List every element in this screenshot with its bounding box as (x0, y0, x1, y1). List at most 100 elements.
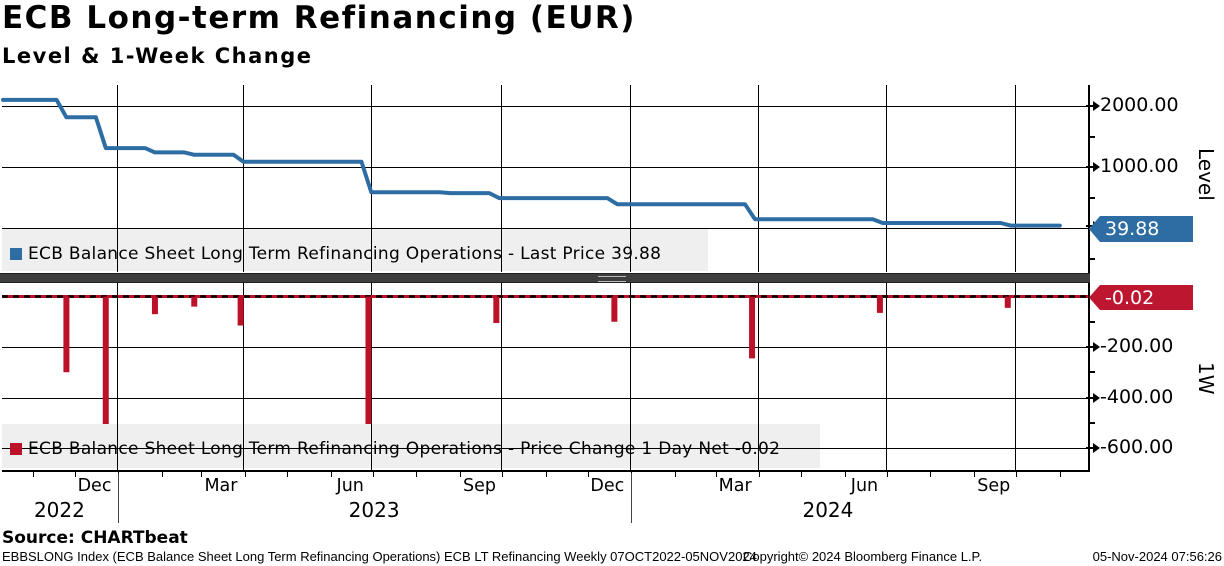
top-gridline (2, 106, 1088, 107)
quarter-gridline (117, 281, 118, 470)
quarter-gridline (243, 281, 245, 470)
footer-copyright: Copyright© 2024 Bloomberg Finance L.P. (743, 549, 983, 564)
change-bar[interactable] (365, 296, 372, 425)
x-year-label: 2024 (802, 498, 854, 522)
change-bar[interactable] (876, 296, 883, 313)
axis-tick-arrow-icon (1093, 101, 1100, 111)
change-bar[interactable] (1004, 296, 1011, 308)
x-month-label: Mar (204, 476, 238, 496)
last-price-badge: 39.88 (1089, 216, 1193, 242)
change-bar[interactable] (191, 296, 198, 307)
y-tick-label: -200.00 (1100, 335, 1174, 357)
year-divider (118, 473, 120, 523)
axis-minor-tick (1088, 421, 1095, 424)
month-tick (501, 471, 503, 477)
axis-tick (1086, 447, 1094, 449)
top-legend-item[interactable]: ECB Balance Sheet Long Term Refinancing … (10, 244, 661, 264)
axis-tick (1086, 224, 1094, 227)
month-tick (372, 471, 374, 477)
month-tick (244, 471, 246, 477)
page-subtitle: Level & 1-Week Change (2, 44, 313, 68)
quarter-gridline (500, 85, 502, 272)
axis-tick (1086, 105, 1094, 107)
month-tick (844, 471, 846, 477)
chart-canvas[interactable] (0, 80, 1090, 480)
panel-separator (0, 273, 1090, 283)
level-line-series[interactable] (1, 97, 1062, 228)
change-bar[interactable] (493, 296, 500, 324)
bottom-gridline (2, 448, 1088, 449)
axis-tick-arrow-icon (1093, 392, 1100, 403)
quarter-gridline (885, 85, 887, 272)
x-month-label: Jun (336, 476, 364, 496)
footer-timestamp: 05-Nov-2024 07:56:26 (1092, 549, 1222, 564)
quarter-gridline (629, 85, 631, 272)
month-tick (930, 471, 932, 477)
top-legend-band (2, 229, 708, 271)
year-divider (631, 473, 633, 523)
month-tick (330, 471, 332, 477)
top-panel-axis-title: Level (1194, 148, 1218, 201)
last-change-badge: -0.02 (1089, 285, 1193, 310)
axis-minor-tick (1088, 196, 1095, 199)
bar-series-swatch-icon (10, 443, 22, 455)
month-tick (545, 471, 547, 477)
x-month-label: Dec (590, 476, 625, 496)
quarter-gridline (885, 281, 887, 470)
change-bar[interactable] (151, 296, 158, 315)
month-tick (759, 471, 761, 477)
axis-tick (1086, 166, 1094, 168)
y-tick-label: 2000.00 (1100, 94, 1179, 116)
footer-index-info: EBBSLONG Index (ECB Balance Sheet Long T… (2, 549, 757, 564)
x-month-label: Dec (77, 476, 112, 496)
axis-tick-arrow-icon (1093, 342, 1100, 352)
quarter-gridline (629, 281, 631, 470)
change-bar[interactable] (611, 296, 618, 322)
axis-minor-tick (1088, 320, 1095, 323)
month-tick (1016, 471, 1018, 477)
x-year-label: 2022 (33, 498, 85, 522)
y-tick-label: -600.00 (1100, 436, 1174, 458)
change-bar[interactable] (102, 296, 109, 425)
quarter-gridline (371, 281, 373, 470)
month-tick (587, 471, 589, 477)
axis-minor-tick (1088, 257, 1095, 260)
month-tick (74, 471, 76, 477)
axis-tick (1086, 396, 1094, 399)
bottom-gridline (2, 347, 1088, 348)
page-title: ECB Long-term Refinancing (EUR) (2, 0, 636, 36)
month-tick (416, 471, 418, 477)
quarter-gridline (243, 85, 245, 272)
quarter-gridline (117, 85, 118, 272)
bottom-axis-line (2, 470, 1090, 472)
month-tick (1059, 471, 1061, 477)
bottom-legend-band (2, 424, 820, 468)
bottom-panel-axis-title: 1W (1194, 362, 1218, 395)
quarter-gridline (371, 85, 373, 272)
axis-tick (1086, 346, 1094, 348)
y-tick-label: -400.00 (1100, 385, 1174, 408)
quarter-gridline (757, 281, 759, 470)
top-gridline (2, 167, 1088, 168)
line-series-swatch-icon (10, 248, 22, 260)
month-tick (715, 471, 717, 477)
axis-minor-tick (1088, 371, 1095, 374)
axis-tick-arrow-icon (1093, 443, 1100, 453)
month-tick (974, 471, 976, 477)
quarter-gridline (757, 85, 759, 272)
change-bar[interactable] (237, 296, 244, 326)
axis-minor-tick (1088, 135, 1095, 138)
x-month-label: Sep (977, 476, 1011, 496)
month-tick (801, 471, 803, 477)
axis-tick-arrow-icon (1093, 162, 1100, 172)
change-bar[interactable] (749, 296, 756, 359)
bottom-gridline (2, 397, 1088, 399)
month-tick (674, 471, 676, 477)
panel-resize-handle-icon[interactable] (598, 276, 626, 282)
bottom-legend-item[interactable]: ECB Balance Sheet Long Term Refinancing … (10, 439, 780, 459)
month-tick (287, 471, 288, 477)
source-label: Source: CHARTbeat (2, 528, 188, 548)
change-bar[interactable] (63, 296, 70, 373)
x-month-label: Jun (850, 476, 879, 496)
